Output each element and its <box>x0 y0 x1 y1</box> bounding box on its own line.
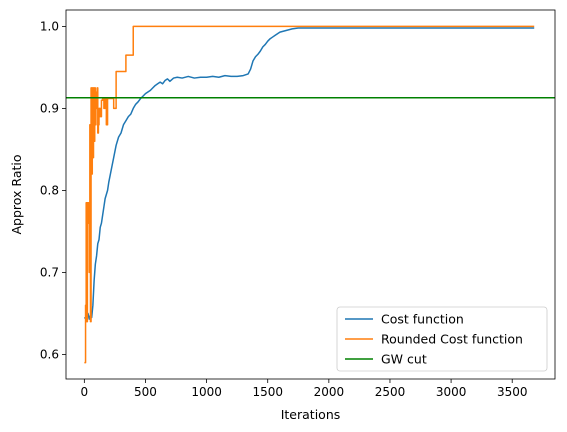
x-axis-ticks: 0 500 1000 1500 2000 2500 3000 3500 <box>81 379 528 399</box>
legend-box <box>336 306 548 372</box>
x-tick-label: 3500 <box>497 385 528 399</box>
y-tick-label: 0.9 <box>40 102 59 116</box>
legend-label-gw-cut: GW cut <box>381 352 427 367</box>
x-tick-label: 1500 <box>252 385 283 399</box>
legend: Cost function Rounded Cost function GW c… <box>336 306 548 372</box>
x-tick-label: 1000 <box>191 385 222 399</box>
series-line-rounded-cost-function <box>84 25 535 364</box>
y-tick-label: 0.6 <box>40 348 59 362</box>
y-tick-label: 1.0 <box>40 20 59 34</box>
axes-frame <box>65 9 556 380</box>
legend-label-rounded-cost-function: Rounded Cost function <box>381 332 523 347</box>
series-line-cost-function <box>83 27 535 321</box>
y-tick-label: 0.7 <box>40 266 59 280</box>
y-axis-ticks: 0.6 0.7 0.8 0.9 1.0 <box>40 20 66 362</box>
plot-area <box>66 25 555 364</box>
x-tick-label: 2000 <box>314 385 345 399</box>
y-axis-label: Approx Ratio <box>9 154 24 234</box>
series-group <box>66 25 555 364</box>
x-axis-label: Iterations <box>281 407 341 422</box>
x-tick-label: 3000 <box>436 385 467 399</box>
x-tick-label: 500 <box>134 385 157 399</box>
x-tick-label: 2500 <box>375 385 406 399</box>
y-tick-label: 0.8 <box>40 184 59 198</box>
x-tick-label: 0 <box>81 385 89 399</box>
legend-label-cost-function: Cost function <box>381 312 464 327</box>
